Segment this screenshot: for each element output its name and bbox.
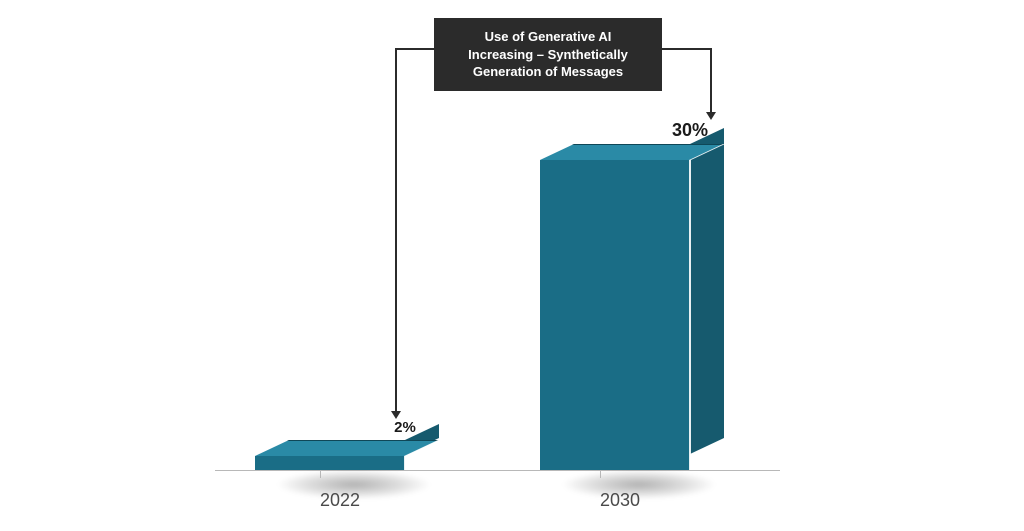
bar-front-2022: [255, 456, 405, 470]
bar-front-2030: [540, 160, 690, 470]
bar-side-2030: [690, 128, 724, 454]
arrowhead-right: [706, 112, 716, 120]
bar-edge-highlight: [404, 456, 406, 470]
tick-2022: [320, 470, 321, 478]
value-label-2022: 2%: [375, 419, 435, 436]
connector-right-v: [710, 48, 712, 112]
value-label-2030: 30%: [660, 120, 720, 141]
callout-line3: Generation of Messages: [450, 63, 646, 81]
connector-left-h: [395, 48, 434, 50]
connector-left-v: [395, 48, 397, 411]
tick-2030: [600, 470, 601, 478]
x-axis: [215, 470, 780, 471]
callout-line2: Increasing – Synthetically: [450, 46, 646, 64]
bar-top-2022: [255, 440, 439, 456]
category-label-2030: 2030: [560, 490, 680, 511]
connector-right-h: [662, 48, 710, 50]
bar-edge-highlight: [689, 160, 691, 470]
category-label-2022: 2022: [280, 490, 400, 511]
arrowhead-left: [391, 411, 401, 419]
callout-line1: Use of Generative AI: [450, 28, 646, 46]
callout-box: Use of Generative AIIncreasing – Synthet…: [434, 18, 662, 91]
